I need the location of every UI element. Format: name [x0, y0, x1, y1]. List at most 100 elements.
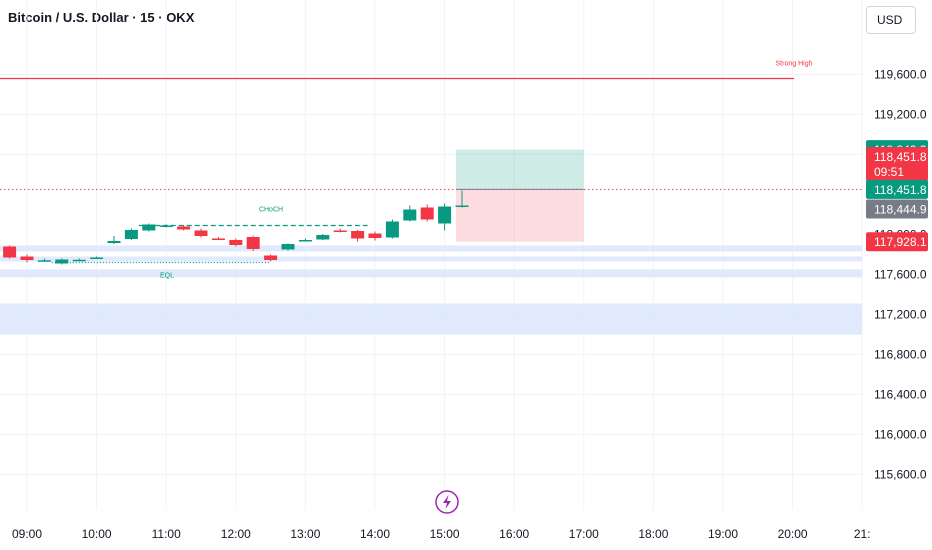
x-tick-label: 09:00 [12, 527, 42, 541]
candle-body [20, 256, 34, 260]
candle [55, 258, 69, 265]
entry-price-tag[interactable]: 118,451.8 [866, 179, 928, 199]
candle-body [124, 230, 138, 239]
lightning-icon [443, 495, 451, 509]
x-tick-label: 16:00 [499, 527, 529, 541]
chart-title: Bitcoin / U.S. Dollar · 15 · OKX [8, 10, 195, 25]
currency-button[interactable]: USD [866, 6, 916, 34]
candle [3, 245, 17, 259]
candle-body [246, 237, 260, 249]
y-tick-label: 116,000.0 [874, 428, 927, 442]
candle-body [159, 225, 173, 227]
gray-price-tag[interactable]: 118,444.9 [866, 199, 928, 219]
candle-body [177, 226, 191, 230]
candle [264, 254, 278, 262]
liquidity-zone [0, 269, 862, 278]
candle-body [211, 238, 225, 240]
candle-body [281, 244, 295, 250]
event-marker[interactable] [435, 490, 459, 514]
position-target-zone [456, 149, 584, 190]
x-tick-label: 20:00 [778, 527, 808, 541]
x-tick-label: 12:00 [221, 527, 251, 541]
candle [420, 204, 434, 222]
candle-body [403, 209, 417, 221]
current-price-tag-bg [866, 147, 928, 181]
candle [281, 243, 295, 251]
candle [351, 230, 365, 242]
candle-body [264, 255, 278, 260]
candle [107, 236, 121, 244]
candle-body [420, 207, 434, 220]
candle [298, 238, 312, 242]
candle-body [37, 260, 51, 262]
candle-body [455, 205, 469, 207]
eql-label: EQL [160, 273, 174, 280]
x-tick-label: 17:00 [569, 527, 599, 541]
candle-body [438, 206, 452, 224]
entry-price-tag-text: 118,451.8 [874, 183, 927, 197]
candle-body [194, 230, 208, 236]
candle [159, 224, 173, 228]
candle [385, 219, 399, 239]
candle-body [298, 240, 312, 242]
candle [211, 237, 225, 240]
candle [90, 256, 104, 259]
candle [124, 228, 138, 240]
stop-price-tag-text: 117,928.1 [874, 235, 927, 249]
entry-price-tag-bg [866, 179, 928, 199]
candle-body [316, 235, 330, 240]
current-price-tag-text: 09:51 [874, 165, 904, 179]
level-lines [0, 77, 862, 264]
y-tick-label: 115,600.0 [874, 468, 927, 482]
y-tick-label: 116,400.0 [874, 388, 927, 402]
y-tick-label: 117,600.0 [874, 268, 927, 282]
candle-body [107, 241, 121, 243]
candle [316, 234, 330, 240]
candles [3, 190, 469, 265]
current-price-tag[interactable]: 118,451.809:51 [866, 147, 928, 181]
annotations: Strong High CHoCH EQL [160, 61, 813, 280]
candle [177, 225, 191, 231]
stop-price-tag[interactable]: 117,928.1 [866, 232, 928, 252]
gray-price-tag-bg [866, 199, 928, 219]
y-tick-label: 116,800.0 [874, 348, 927, 362]
candle [72, 258, 86, 262]
x-tick-label: 21: [854, 527, 871, 541]
candle-body [3, 246, 17, 258]
stop-price-tag-bg [866, 232, 928, 252]
candle [142, 223, 156, 232]
candle-body [385, 221, 399, 238]
x-tick-label: 15:00 [430, 527, 460, 541]
liquidity-zone [0, 245, 862, 252]
candle [403, 205, 417, 222]
time-axis[interactable]: 09:00 10:00 11:00 12:00 13:00 14:00 15:00 16:00… [12, 527, 871, 541]
gray-price-tag-text: 118,444.9 [874, 203, 927, 217]
candle-body [229, 240, 243, 245]
candle-body [351, 231, 365, 239]
y-tick-label: 119,200.0 [874, 108, 927, 122]
x-tick-label: 10:00 [82, 527, 112, 541]
x-tick-label: 18:00 [638, 527, 668, 541]
candle [246, 235, 260, 251]
x-tick-label: 11:00 [152, 527, 181, 541]
candle-body [72, 259, 86, 262]
position-stop-zone [456, 189, 584, 242]
chart-grid [0, 0, 863, 510]
price-axis[interactable]: 119,600.0119,200.0118,800.0117,600.0117,… [866, 68, 928, 482]
liquidity-zones [0, 245, 862, 335]
strong-high-label: Strong High [776, 61, 813, 68]
candle [194, 228, 208, 238]
candle [455, 190, 469, 208]
liquidity-zone [0, 303, 862, 335]
y-tick-label: 119,600.0 [874, 68, 927, 82]
candle-body [333, 230, 347, 232]
y-tick-label: 117,200.0 [874, 308, 927, 322]
candle [438, 203, 452, 231]
long-position-tool[interactable] [456, 149, 584, 242]
candle-body [368, 233, 382, 238]
current-price-tag-text: 118,451.8 [874, 150, 927, 164]
candle-body [142, 224, 156, 231]
candle [37, 258, 51, 262]
candle [229, 238, 243, 247]
